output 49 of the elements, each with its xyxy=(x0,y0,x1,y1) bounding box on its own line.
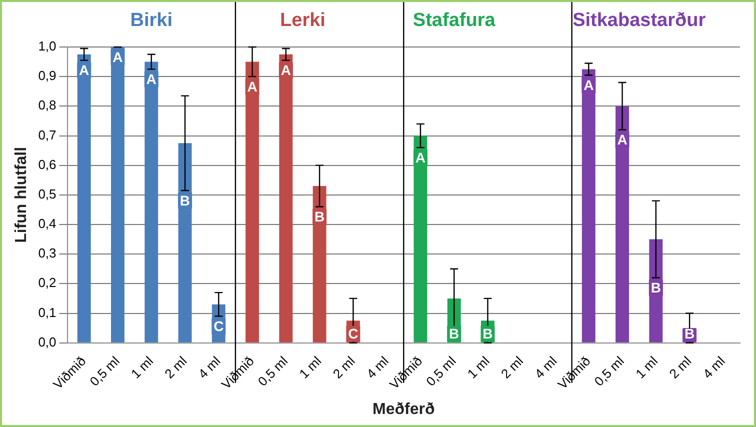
x-tick-label: 0,5 ml xyxy=(591,353,627,390)
x-tick-label: 0,5 ml xyxy=(254,353,291,390)
x-tick-label: 1 ml xyxy=(128,353,156,382)
x-tick-label: 4 ml xyxy=(532,353,560,382)
data-label: B xyxy=(482,326,493,342)
y-tick-label: 0,2 xyxy=(38,275,56,290)
data-label: B xyxy=(684,326,695,342)
x-axis-title: Meðferð xyxy=(372,400,435,418)
x-tick-label: 2 ml xyxy=(162,353,190,382)
data-label: A xyxy=(584,76,594,93)
data-label: A xyxy=(617,132,628,148)
y-tick-label: 1,0 xyxy=(38,38,56,54)
data-label: A xyxy=(79,62,90,78)
x-tick-label: 4 ml xyxy=(363,353,392,382)
y-tick-label: 0,8 xyxy=(38,98,56,113)
x-tick-label: 1 ml xyxy=(632,353,661,382)
data-label: C xyxy=(214,318,224,334)
data-label: A xyxy=(247,78,258,94)
data-label: B xyxy=(650,280,661,296)
y-tick-label: 0,0 xyxy=(38,334,56,350)
data-label: B xyxy=(180,192,190,208)
y-tick-label: 0,7 xyxy=(38,127,56,142)
data-label: A xyxy=(415,149,426,166)
series-label: Birki xyxy=(130,10,172,32)
y-tick-label: 0,9 xyxy=(38,68,56,84)
y-axis-title: Lifun hlutfall xyxy=(13,146,30,243)
x-tick-label: 2 ml xyxy=(330,353,358,382)
text: Stafafura xyxy=(412,10,496,32)
x-tick-label: 1 ml xyxy=(464,353,492,382)
x-tick-label: 0,5 ml xyxy=(423,353,459,390)
data-label: A xyxy=(280,62,291,78)
x-tick-label: 1 ml xyxy=(296,353,324,382)
data-label: B xyxy=(314,208,325,225)
text: Sitkabastarður xyxy=(572,10,706,32)
y-tick-label: 0,5 xyxy=(38,186,56,202)
x-tick-label: 2 ml xyxy=(498,353,526,382)
data-label: B xyxy=(449,326,460,342)
x-tick-label: 0,5 ml xyxy=(86,353,122,390)
data-label: A xyxy=(112,48,123,65)
x-tick-label: 4 ml xyxy=(195,353,224,382)
x-tick-label: 2 ml xyxy=(666,353,694,382)
y-tick-label: 0,6 xyxy=(38,156,56,172)
y-tick-label: 0,4 xyxy=(38,216,56,232)
x-tick-label: 4 ml xyxy=(700,353,728,382)
series-label: Lerki xyxy=(280,10,326,32)
data-label: A xyxy=(146,71,156,88)
y-tick-label: 0,3 xyxy=(38,246,56,261)
y-tick-label: 0,1 xyxy=(38,304,56,320)
data-label: C xyxy=(348,326,358,342)
